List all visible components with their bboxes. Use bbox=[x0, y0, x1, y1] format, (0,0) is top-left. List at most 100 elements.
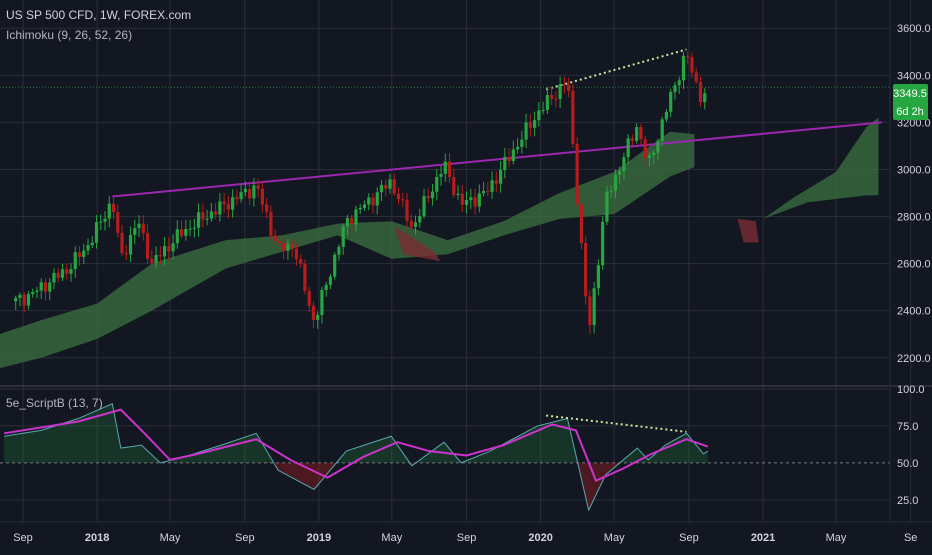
price-tick-label: 2200.0 bbox=[897, 353, 931, 365]
price-badge: 3349.5 6d 2h bbox=[893, 84, 928, 120]
ichimoku-cloud bbox=[0, 117, 879, 369]
candle-body bbox=[520, 139, 524, 147]
candle-body bbox=[65, 269, 69, 274]
candle-body bbox=[418, 216, 422, 223]
cloud-bullish-area bbox=[0, 131, 695, 369]
candle-body bbox=[260, 188, 264, 205]
candle-body bbox=[554, 98, 558, 100]
indicator-label[interactable]: Ichimoku (9, 26, 52, 26) bbox=[6, 28, 132, 42]
candle-body bbox=[647, 155, 652, 158]
candle-body bbox=[320, 289, 324, 315]
osc-divergence-line[interactable] bbox=[546, 414, 687, 433]
candle-body bbox=[622, 157, 626, 172]
candle-body bbox=[256, 185, 260, 189]
price-tick-label: 3200.0 bbox=[897, 117, 931, 129]
candle-body bbox=[375, 192, 379, 206]
candle-body bbox=[528, 122, 532, 128]
future-cloud-bearish bbox=[737, 218, 759, 243]
candle-body bbox=[511, 149, 515, 162]
candle-body bbox=[694, 72, 698, 82]
candle-body bbox=[464, 200, 469, 205]
bar-countdown-label: 6d 2h bbox=[896, 106, 924, 118]
candle-body bbox=[681, 55, 686, 81]
candle-body bbox=[626, 138, 630, 158]
candle-body bbox=[345, 217, 350, 227]
osc-area-bullish bbox=[4, 403, 708, 463]
price-tick-label: 2600.0 bbox=[897, 259, 931, 271]
candle-body bbox=[231, 197, 235, 210]
candle-body bbox=[413, 222, 418, 227]
candle-body bbox=[226, 203, 230, 210]
candle-body bbox=[214, 211, 218, 215]
candle-body bbox=[196, 212, 201, 228]
candle-body bbox=[490, 180, 494, 192]
candle-body bbox=[690, 57, 694, 73]
candle-body bbox=[703, 93, 707, 103]
candle-body bbox=[643, 139, 647, 158]
candle-body bbox=[107, 203, 111, 219]
candle-body bbox=[184, 228, 188, 236]
candle-body bbox=[605, 191, 609, 222]
candle-body bbox=[396, 193, 401, 200]
price-tick-label: 3000.0 bbox=[897, 164, 931, 176]
candle-body bbox=[77, 252, 82, 258]
purple-trendline[interactable] bbox=[112, 121, 882, 198]
candle-body bbox=[613, 174, 618, 191]
time-tick-label: Sep bbox=[457, 532, 477, 544]
candle-body bbox=[541, 110, 545, 112]
candle-body bbox=[673, 85, 677, 92]
candle-body bbox=[22, 294, 26, 306]
candle-body bbox=[430, 191, 435, 199]
cloud-bearish-area bbox=[394, 225, 441, 262]
price-axis[interactable]: 2200.0 2400.0 2600.0 2800.0 3000.0 3200.0 3400… bbox=[897, 23, 931, 507]
candle-body bbox=[426, 196, 430, 199]
candle-body bbox=[507, 156, 511, 162]
symbol-title[interactable]: US SP 500 CFD, 1W, FOREX.com bbox=[6, 8, 191, 22]
candle-body bbox=[299, 259, 303, 264]
current-price-label: 3349.5 bbox=[893, 88, 927, 100]
candle-body bbox=[82, 250, 86, 258]
time-tick-label: 2020 bbox=[528, 532, 552, 544]
candle-body bbox=[392, 179, 396, 194]
candle-body bbox=[86, 245, 90, 251]
candle-body bbox=[477, 193, 481, 207]
osc-tick-label: 100.0 bbox=[897, 384, 925, 396]
candle-body bbox=[222, 201, 226, 204]
oscillator-line bbox=[4, 403, 709, 512]
candle-body bbox=[609, 190, 613, 192]
candle-body bbox=[575, 143, 579, 205]
candle-body bbox=[175, 229, 179, 244]
time-tick-label: 2019 bbox=[307, 532, 331, 544]
time-tick-label: May bbox=[604, 532, 625, 544]
candle-body bbox=[248, 188, 252, 199]
oscillator-label[interactable]: 5e_ScriptB (13, 7) bbox=[6, 396, 103, 410]
time-axis[interactable]: Sep 2018 May Sep 2019 May Sep 2020 May Sep 2021 May… bbox=[13, 532, 917, 544]
candle-body bbox=[562, 84, 566, 86]
osc-tick-label: 25.0 bbox=[897, 495, 918, 507]
candle-body bbox=[558, 84, 562, 100]
price-tick-label: 2400.0 bbox=[897, 306, 931, 318]
trendline-group[interactable] bbox=[0, 48, 890, 198]
osc-tick-label: 50.0 bbox=[897, 458, 918, 470]
candle-body bbox=[205, 218, 209, 220]
candle-body bbox=[328, 276, 333, 285]
candle-body bbox=[494, 180, 498, 184]
candle-body bbox=[252, 185, 256, 199]
candle-body bbox=[43, 282, 48, 292]
candle-body bbox=[218, 201, 222, 215]
candle-body bbox=[473, 197, 477, 207]
candle-body bbox=[188, 228, 192, 230]
candle-body bbox=[388, 179, 392, 189]
candle-body bbox=[639, 127, 643, 140]
time-tick-label: Sep bbox=[13, 532, 33, 544]
candle-body bbox=[443, 161, 447, 174]
candle-body bbox=[358, 207, 362, 210]
price-divergence-line[interactable] bbox=[545, 48, 687, 91]
candle-body bbox=[677, 80, 681, 86]
candle-body bbox=[243, 188, 247, 193]
candle-body bbox=[481, 190, 486, 194]
candle-body bbox=[56, 272, 60, 278]
candle-body bbox=[103, 218, 107, 222]
